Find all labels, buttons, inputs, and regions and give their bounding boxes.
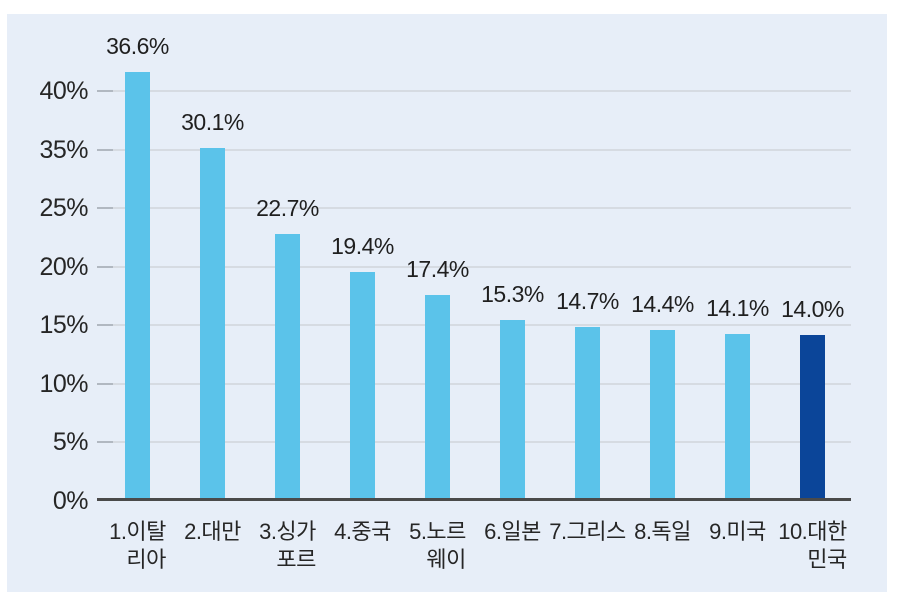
- plot-area: 36.6% 30.1% 22.7% 19.4% 17.4% 15.3% 14.7% 14.4%…: [97, 33, 851, 501]
- gridline: [97, 382, 851, 385]
- gridline: [97, 90, 851, 92]
- value-label: 14.0%: [781, 296, 844, 322]
- bar: [350, 272, 375, 498]
- category-label: 9.미국: [709, 518, 766, 546]
- category-label: 6.일본: [484, 518, 541, 546]
- y-axis-label: 40%: [39, 77, 88, 105]
- value-label: 19.4%: [331, 233, 394, 259]
- value-label: 14.4%: [631, 291, 694, 317]
- gridline: [97, 265, 851, 268]
- axis-tick: [97, 324, 113, 327]
- category-label-line: 포르: [276, 547, 316, 572]
- category-label-line: 9.미국: [709, 519, 766, 544]
- value-label: 30.1%: [181, 109, 244, 135]
- bar: [125, 72, 150, 498]
- y-axis-label: 35%: [39, 135, 88, 164]
- y-axis-label: 5%: [52, 428, 89, 457]
- gridline: [97, 148, 851, 151]
- y-axis-label: 15%: [39, 311, 88, 340]
- gridline: [97, 324, 851, 327]
- value-label: 14.7%: [556, 288, 619, 314]
- axis-tick: [97, 207, 113, 210]
- bar: [575, 327, 600, 498]
- y-axis-label: 25%: [39, 194, 88, 223]
- value-label: 17.4%: [406, 256, 469, 282]
- y-axis-label: 0%: [52, 487, 89, 515]
- axis-tick: [97, 382, 113, 385]
- category-label-line: 10.대한: [778, 519, 847, 544]
- bar: [275, 234, 300, 498]
- bar: [425, 295, 450, 498]
- bar: [650, 330, 675, 498]
- y-axis-label: 10%: [39, 369, 88, 398]
- category-label-line: 6.일본: [484, 519, 541, 544]
- category-label: 7.그리스: [549, 518, 626, 546]
- y-axis-label: 20%: [39, 252, 88, 281]
- value-label: 36.6%: [106, 33, 169, 59]
- y-axis: 40% 35% 25% 20% 15% 10% 5% 0%: [7, 0, 88, 607]
- x-axis-line: [97, 498, 851, 501]
- axis-tick: [97, 148, 113, 151]
- gridline: [97, 441, 851, 444]
- value-label: 22.7%: [256, 195, 319, 221]
- category-label-line: 웨이: [426, 547, 466, 572]
- gridline: [97, 207, 851, 210]
- value-label: 15.3%: [481, 281, 544, 307]
- axis-tick: [97, 441, 113, 444]
- bar: [500, 320, 525, 498]
- category-label-line: 4.중국: [334, 519, 391, 544]
- category-label-line: 리아: [126, 547, 166, 572]
- category-label: 8.독일: [634, 518, 691, 546]
- axis-tick: [97, 90, 113, 92]
- category-label: 2.대만: [184, 518, 241, 546]
- category-label-line: 2.대만: [184, 519, 241, 544]
- category-label-line: 3.싱가: [259, 519, 316, 544]
- category-label-line: 1.이탈: [109, 519, 166, 544]
- category-label-line: 5.노르: [409, 519, 466, 544]
- value-label: 14.1%: [706, 295, 769, 321]
- category-label: 4.중국: [334, 518, 391, 546]
- category-label-line: 민국: [807, 547, 847, 572]
- bar: [725, 334, 750, 498]
- bar-highlighted: [800, 335, 825, 498]
- category-label-line: 8.독일: [634, 519, 691, 544]
- bar: [200, 148, 225, 498]
- axis-tick: [97, 265, 113, 268]
- category-label-line: 7.그리스: [549, 519, 626, 544]
